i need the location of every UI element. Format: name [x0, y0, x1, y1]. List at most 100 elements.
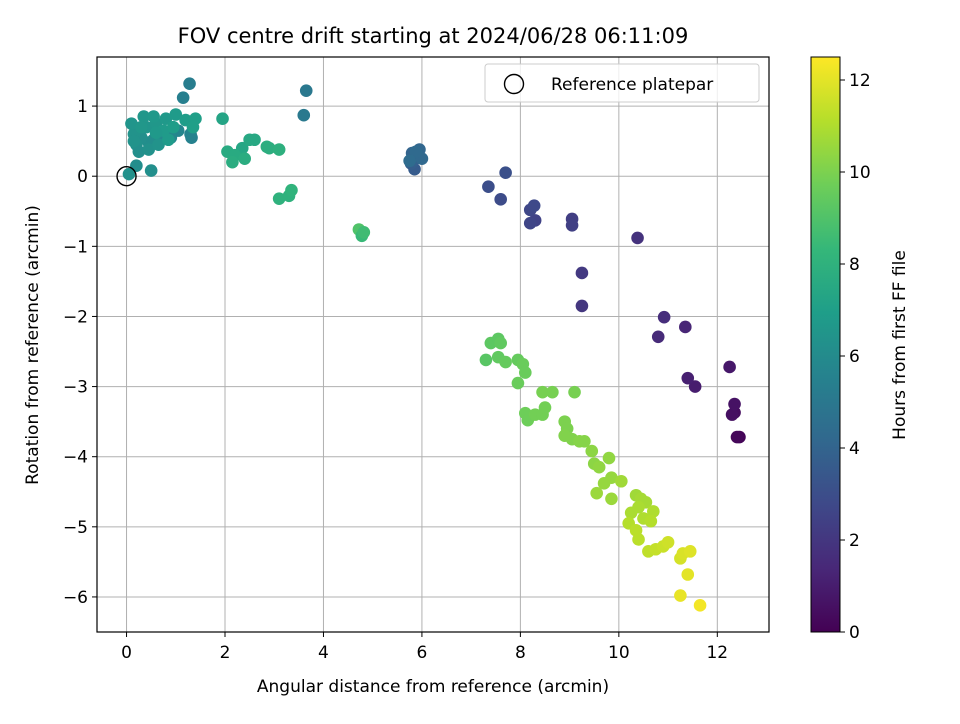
y-tick-label: −5: [63, 518, 88, 538]
x-axis-label: Angular distance from reference (arcmin): [257, 677, 609, 697]
data-point: [159, 112, 173, 126]
data-point: [575, 299, 589, 313]
data-point: [285, 183, 298, 197]
data-point: [499, 166, 512, 180]
data-point: [149, 126, 163, 140]
legend-box: [484, 63, 760, 103]
data-point: [679, 320, 692, 334]
data-point: [575, 266, 589, 280]
data-point: [651, 330, 665, 344]
data-point: [238, 152, 251, 165]
data-point: [693, 599, 707, 612]
colorbar-tick-label: 4: [849, 439, 860, 459]
data-point: [409, 145, 423, 158]
data-point: [494, 336, 507, 350]
data-point: [169, 108, 183, 121]
x-tick-label: 0: [121, 643, 132, 663]
x-tick-label: 8: [515, 643, 526, 663]
data-point: [272, 192, 286, 205]
data-point: [597, 477, 611, 490]
y-tick-label: −2: [63, 307, 88, 327]
data-point: [263, 141, 276, 155]
x-tick-label: 6: [417, 643, 428, 663]
data-point: [357, 226, 371, 239]
data-point: [135, 120, 148, 134]
colorbar: [810, 56, 841, 633]
data-point: [725, 408, 739, 421]
data-point: [657, 310, 671, 324]
data-point: [216, 112, 229, 126]
data-point: [644, 514, 658, 528]
colorbar-tick-label: 0: [849, 623, 860, 643]
reference-marker: [116, 166, 137, 187]
data-point: [681, 568, 695, 581]
data-point: [494, 193, 507, 206]
data-point: [142, 143, 155, 156]
reference-platepar-point: [116, 166, 137, 187]
data-point: [482, 180, 495, 194]
data-point: [272, 143, 286, 156]
data-point: [152, 138, 165, 151]
data-point: [592, 460, 606, 474]
x-tick-label: 2: [220, 643, 231, 663]
data-point: [728, 397, 741, 411]
colorbar-tick-label: 12: [849, 71, 871, 91]
data-point: [605, 492, 618, 506]
data-point: [688, 380, 702, 393]
data-point: [661, 535, 675, 549]
data-point: [527, 199, 541, 212]
colorbar-ticks: 0 2 4 6 8 10 12: [840, 71, 871, 643]
legend-entry-label: Reference platepar: [551, 75, 713, 95]
data-point: [585, 444, 599, 458]
colorbar-tick-label: 8: [849, 255, 860, 275]
data-point: [132, 145, 146, 158]
data-point: [632, 533, 645, 546]
y-tick-label: −6: [63, 588, 88, 608]
data-point: [127, 134, 141, 148]
data-point: [299, 84, 313, 97]
data-point: [479, 353, 493, 367]
x-tick-label: 4: [318, 643, 329, 663]
chart-title: FOV centre drift starting at 2024/06/28 …: [178, 24, 689, 48]
y-tick-label: 1: [77, 97, 88, 117]
y-tick-label: −3: [63, 378, 88, 398]
data-point: [403, 154, 416, 168]
data-point: [568, 385, 581, 399]
y-axis-label: Rotation from reference (arcmin): [23, 205, 43, 485]
data-point: [730, 430, 744, 444]
data-point: [723, 360, 736, 374]
y-tick-label: −1: [63, 237, 88, 257]
y-tick-label: −4: [63, 448, 88, 468]
data-point: [137, 110, 151, 123]
data-point: [615, 474, 628, 488]
data-point: [647, 505, 660, 518]
data-point: [186, 120, 200, 134]
data-point: [578, 434, 591, 448]
data-point: [590, 486, 603, 500]
data-point: [511, 376, 525, 390]
data-point: [183, 77, 196, 90]
data-point: [523, 216, 537, 230]
data-point: [125, 117, 138, 130]
data-point: [546, 385, 559, 399]
data-point: [602, 451, 616, 465]
plot-frame: [96, 56, 770, 633]
data-point: [519, 366, 532, 379]
data-point: [631, 231, 644, 245]
legend-reference-marker: [503, 73, 525, 95]
data-point: [565, 218, 579, 232]
x-tick-label: 12: [706, 643, 728, 663]
y-tick-label: 0: [77, 167, 88, 187]
data-point: [122, 167, 136, 181]
data-point: [144, 164, 158, 177]
data-point: [681, 371, 695, 385]
data-point: [683, 545, 697, 558]
data-point: [147, 110, 160, 123]
data-point: [297, 108, 311, 122]
data-point: [176, 91, 190, 104]
grid-lines: [97, 57, 769, 632]
x-tick-label: 10: [608, 643, 630, 663]
legend: Reference platepar: [484, 63, 760, 103]
data-point: [674, 589, 687, 602]
